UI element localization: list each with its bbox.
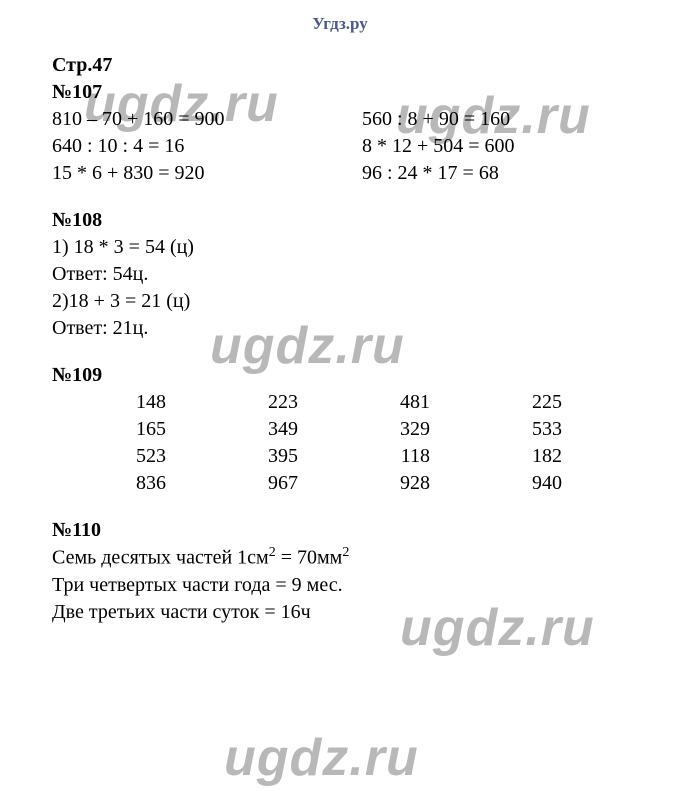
cell-109-r1c3: 481 [358,389,430,416]
eq-107-r2: 8 * 12 + 504 = 600 [362,133,680,160]
site-name: Угдз.ру [312,14,368,33]
table-109-col-2: 223 349 395 967 [226,389,358,497]
cell-109-r2c1: 165 [94,416,166,443]
line-108-2: Ответ: 54ц. [52,261,680,288]
cell-109-r3c2: 395 [226,443,298,470]
cell-109-r2c3: 329 [358,416,430,443]
section-107-title: №107 [52,79,680,106]
eq-107-r1: 560 : 8 + 90 = 160 [362,106,680,133]
cell-109-r1c2: 223 [226,389,298,416]
page-label: Стр.47 [52,52,680,79]
cell-109-r3c3: 118 [358,443,430,470]
sup-1: 2 [269,545,276,560]
line-110-1: Семь десятых частей 1см2 = 70мм2 [52,544,680,572]
cell-109-r3c1: 523 [94,443,166,470]
table-109-col-4: 225 533 182 940 [490,389,622,497]
page-content: Стр.47 №107 810 – 70 + 160 = 900 560 : 8… [0,52,680,626]
cell-109-r2c4: 533 [490,416,562,443]
table-109: 148 165 523 836 223 349 395 967 481 329 … [52,389,680,497]
sup-2: 2 [342,545,349,560]
section-107-row-2: 640 : 10 : 4 = 16 8 * 12 + 504 = 600 [52,133,680,160]
line-110-1b: = 70мм [276,547,343,569]
line-110-1a: Семь десятых частей 1см [52,547,269,569]
cell-109-r4c4: 940 [490,470,562,497]
watermark-5: ugdz.ru [224,728,419,788]
cell-109-r4c1: 836 [94,470,166,497]
cell-109-r4c3: 928 [358,470,430,497]
table-109-col-3: 481 329 118 928 [358,389,490,497]
site-header: Угдз.ру [0,0,680,52]
eq-107-l3: 15 * 6 + 830 = 920 [52,160,362,187]
section-109-title: №109 [52,362,680,389]
section-107-row-3: 15 * 6 + 830 = 920 96 : 24 * 17 = 68 [52,160,680,187]
eq-107-l2: 640 : 10 : 4 = 16 [52,133,362,160]
line-108-4: Ответ: 21ц. [52,315,680,342]
cell-109-r4c2: 967 [226,470,298,497]
cell-109-r2c2: 349 [226,416,298,443]
eq-107-r3: 96 : 24 * 17 = 68 [362,160,680,187]
section-107-row-1: 810 – 70 + 160 = 900 560 : 8 + 90 = 160 [52,106,680,133]
cell-109-r3c4: 182 [490,443,562,470]
table-109-col-1: 148 165 523 836 [94,389,226,497]
line-108-1: 1) 18 * 3 = 54 (ц) [52,234,680,261]
section-108-title: №108 [52,207,680,234]
section-110-title: №110 [52,517,680,544]
line-110-2: Три четвертых части года = 9 мес. [52,572,680,599]
cell-109-r1c4: 225 [490,389,562,416]
eq-107-l1: 810 – 70 + 160 = 900 [52,106,362,133]
line-108-3: 2)18 + 3 = 21 (ц) [52,288,680,315]
line-110-3: Две третьих части суток = 16ч [52,599,680,626]
cell-109-r1c1: 148 [94,389,166,416]
